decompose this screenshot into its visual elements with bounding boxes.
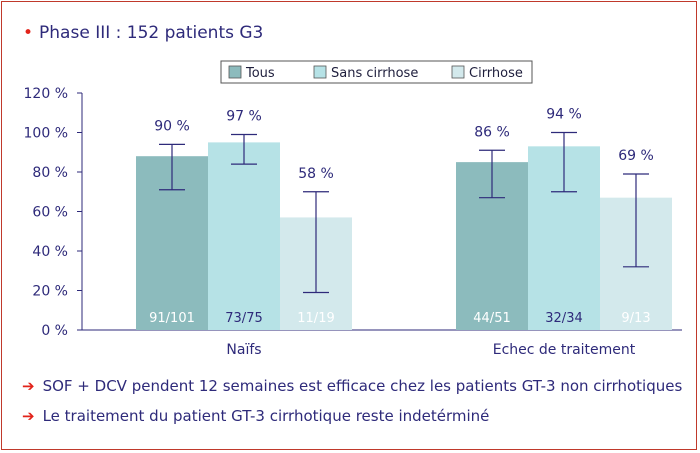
y-tick-label: 120 % xyxy=(24,86,68,102)
note-1: ➔ SOF + DCV pendent 12 semaines est effic… xyxy=(22,377,682,395)
y-tick-label: 0 % xyxy=(41,323,68,339)
note-2: ➔ Le traitement du patient GT-3 cirrhotiq… xyxy=(22,407,489,425)
x-tick-label: Echec de traitement xyxy=(493,342,636,358)
legend-swatch xyxy=(228,65,242,79)
y-tick-label: 60 % xyxy=(32,205,68,221)
count-label: 91/101 xyxy=(149,311,195,326)
data-label: 94 % xyxy=(546,107,582,123)
arrow-right-icon: ➔ xyxy=(22,407,35,425)
legend-label: Tous xyxy=(245,66,275,81)
y-tick-label: 100 % xyxy=(24,126,68,142)
count-label: 11/19 xyxy=(297,311,334,326)
arrow-right-icon: ➔ xyxy=(22,377,35,395)
title-text: Phase III : 152 patients G3 xyxy=(39,23,264,43)
data-label: 97 % xyxy=(226,108,262,124)
legend-swatch xyxy=(451,65,465,79)
data-label: 90 % xyxy=(154,118,190,134)
count-label: 9/13 xyxy=(621,311,650,326)
title-bullet: • xyxy=(23,23,34,43)
y-tick-label: 20 % xyxy=(32,284,68,300)
data-label: 86 % xyxy=(474,124,510,140)
bar xyxy=(208,142,280,330)
note-1-text: SOF + DCV pendent 12 semaines est effica… xyxy=(42,377,683,395)
y-tick-label: 40 % xyxy=(32,244,68,260)
count-label: 32/34 xyxy=(545,311,582,326)
legend-swatch xyxy=(313,65,327,79)
x-tick-label: Naïfs xyxy=(226,342,261,358)
y-tick-label: 80 % xyxy=(32,165,68,181)
note-2-text: Le traitement du patient GT-3 cirrhotiqu… xyxy=(42,407,490,425)
slide-title: • Phase III : 152 patients G3 xyxy=(23,23,263,43)
legend-label: Sans cirrhose xyxy=(331,66,418,81)
data-label: 69 % xyxy=(618,148,654,164)
data-label: 58 % xyxy=(298,166,334,182)
legend-label: Cirrhose xyxy=(469,66,523,81)
count-label: 73/75 xyxy=(225,311,262,326)
count-label: 44/51 xyxy=(473,311,510,326)
